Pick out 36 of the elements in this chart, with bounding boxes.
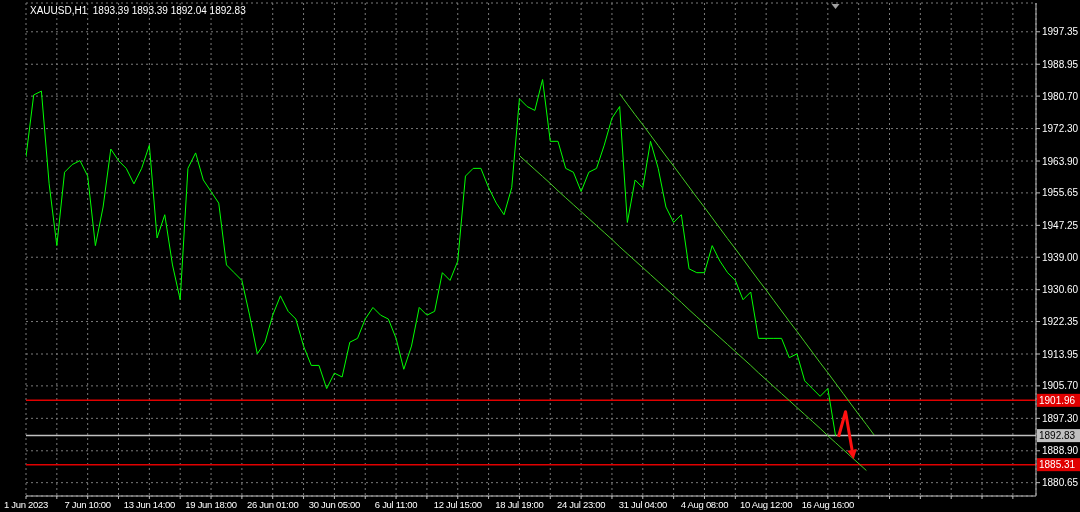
y-tick-label: 1997.35 [1042,26,1079,38]
y-tick-label: 1972.30 [1042,123,1079,135]
y-tick-label: 1963.90 [1042,155,1079,167]
x-tick-label: 12 Jul 15:00 [433,498,482,510]
line-series [26,79,837,437]
x-tick-label: 18 Jul 19:00 [495,498,544,510]
x-tick-label: 24 Jul 23:00 [557,498,606,510]
y-tick-label: 1955.65 [1042,187,1079,199]
y-tick-label: 1897.30 [1042,412,1079,424]
y-tick-label: 1922.35 [1042,316,1079,328]
y-tick-label: 1930.60 [1042,284,1079,296]
y-tick-label: 1947.25 [1042,219,1079,231]
x-tick-label: 13 Jun 14:00 [123,498,176,510]
line-series [518,155,867,471]
x-tick-label: 19 Jun 18:00 [185,498,237,510]
x-tick-label: 7 Jun 10:00 [64,498,111,510]
x-tick-label: 31 Jul 04:00 [618,498,667,510]
y-tick-label: 1888.90 [1042,445,1079,457]
x-tick-label: 4 Aug 08:00 [680,498,729,510]
y-tick-label: 1988.95 [1042,58,1079,70]
y-tick-label: 1913.95 [1042,348,1079,360]
line-series [619,93,875,436]
ref-line-label: 1892.83 [1039,430,1076,442]
x-tick-label: 16 Aug 16:00 [801,498,855,510]
y-tick-label: 1980.70 [1042,90,1079,102]
x-tick-label: 26 Jun 01:00 [247,498,299,510]
ref-line-label: 1901.96 [1039,394,1076,406]
ref-line-label: 1885.31 [1039,459,1076,471]
x-tick-label: 30 Jun 05:00 [308,498,361,510]
y-tick-label: 1939.00 [1042,251,1079,263]
x-tick-label: 10 Aug 12:00 [739,498,793,510]
y-tick-label: 1905.70 [1042,380,1079,392]
x-tick-label: 1 Jun 2023 [3,498,49,510]
y-tick-label: 1880.65 [1042,477,1079,489]
x-tick-label: 6 Jul 11:00 [374,498,418,510]
chart-title: XAUUSD,H1 1893.39 1893.39 1892.04 1892.83 [30,5,246,17]
